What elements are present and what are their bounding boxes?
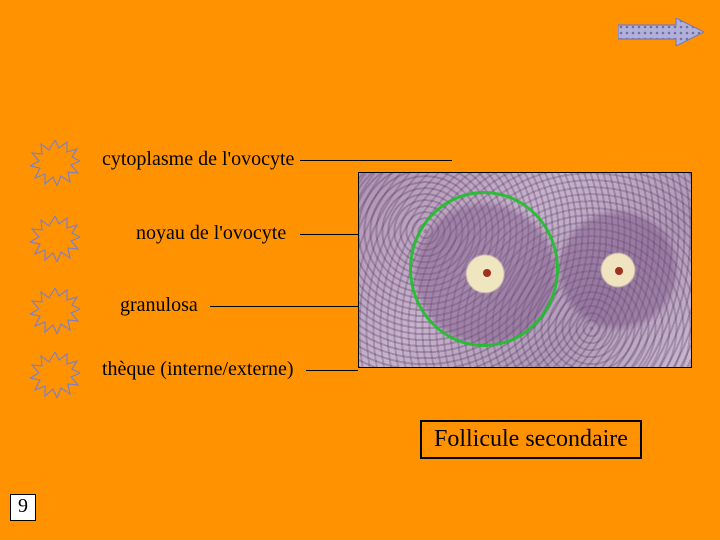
leader-line — [300, 160, 452, 161]
arrow-right-icon — [618, 18, 704, 46]
label-granulosa: granulosa — [120, 294, 198, 317]
figure-caption: Follicule secondaire — [420, 420, 642, 459]
bullet-starburst-icon — [30, 288, 80, 339]
bullet-starburst-icon — [30, 216, 80, 267]
nucleus-marker — [615, 267, 623, 275]
bullet-starburst-icon — [30, 140, 80, 191]
label-nucleus: noyau de l'ovocyte — [136, 222, 286, 245]
histology-image — [358, 172, 692, 368]
nav-forward-button[interactable] — [618, 18, 704, 51]
leader-line — [306, 370, 358, 371]
page-number: 9 — [10, 494, 36, 521]
nucleus-marker — [483, 269, 491, 277]
bullet-starburst-icon — [30, 352, 80, 403]
label-cytoplasm: cytoplasme de l'ovocyte — [102, 148, 294, 171]
label-theca: thèque (interne/externe) — [102, 358, 294, 381]
